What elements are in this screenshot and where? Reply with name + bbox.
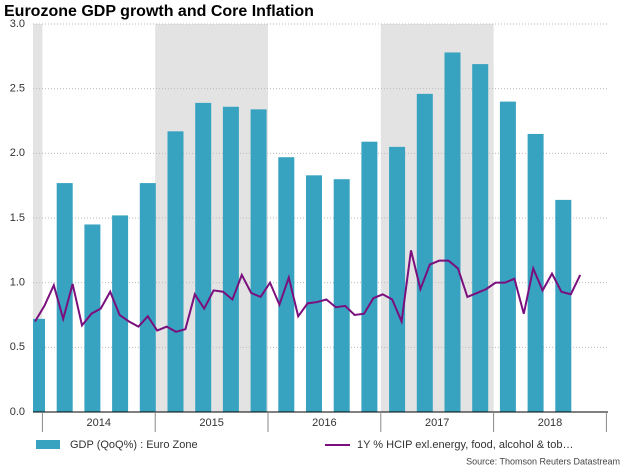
y-tick-label: 2.5 — [10, 83, 25, 95]
bar — [555, 199, 572, 412]
year-shade — [33, 24, 43, 412]
bar — [333, 179, 350, 412]
bar — [195, 102, 212, 412]
bar — [33, 318, 45, 412]
x-tick-label: 2015 — [199, 417, 223, 429]
x-tick-label: 2018 — [538, 417, 562, 429]
bar — [499, 101, 516, 412]
source: Source: Thomson Reuters Datastream — [466, 456, 620, 466]
y-tick-label: 0.5 — [10, 341, 25, 353]
bar — [139, 183, 156, 412]
bar — [222, 106, 239, 412]
bar — [444, 52, 461, 412]
plot — [33, 52, 582, 412]
bar — [472, 64, 489, 412]
bar — [361, 141, 378, 412]
legend-swatch — [36, 440, 60, 449]
y-tick-label: 1.0 — [10, 277, 25, 289]
line — [34, 250, 582, 333]
y-tick-label: 3.0 — [10, 18, 25, 30]
legend-label: GDP (QoQ%) : Euro Zone — [70, 439, 198, 451]
bar — [250, 109, 267, 412]
bar — [306, 175, 322, 412]
bar — [416, 93, 433, 412]
y-tick-label: 0.0 — [10, 406, 25, 418]
x-tick-label: 2016 — [312, 417, 336, 429]
x-tick-label: 2014 — [87, 417, 111, 429]
legend-label: 1Y % HCIP exl.energy, food, alcohol & to… — [357, 439, 573, 451]
y-tick-label: 2.0 — [10, 147, 25, 159]
bar — [389, 146, 406, 412]
bar — [84, 224, 101, 412]
bar — [167, 131, 184, 412]
chart-title: Eurozone GDP growth and Core Inflation — [4, 3, 314, 20]
y-tick-label: 1.5 — [10, 212, 25, 224]
x-tick-label: 2017 — [425, 417, 449, 429]
bar — [56, 183, 73, 412]
